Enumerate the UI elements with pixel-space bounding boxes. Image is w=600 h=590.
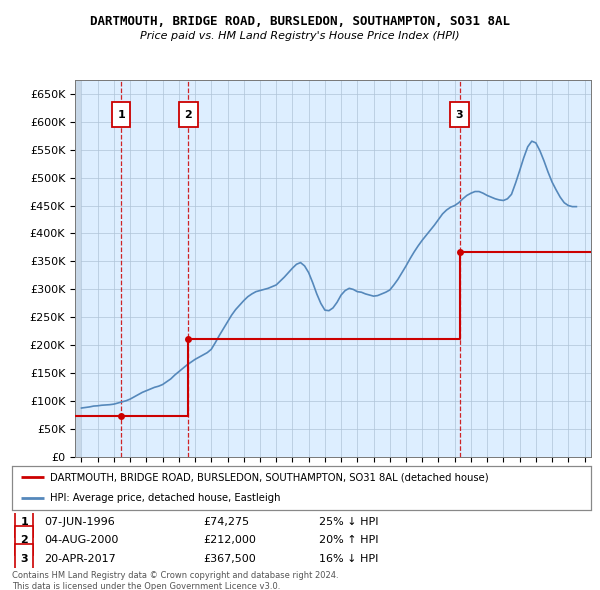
Text: 1: 1: [117, 110, 125, 120]
Text: 3: 3: [456, 110, 463, 120]
Text: Price paid vs. HM Land Registry's House Price Index (HPI): Price paid vs. HM Land Registry's House …: [140, 31, 460, 41]
Text: £74,275: £74,275: [203, 517, 249, 527]
Text: £367,500: £367,500: [203, 553, 256, 563]
Text: 2: 2: [185, 110, 192, 120]
Text: 3: 3: [20, 553, 28, 563]
FancyBboxPatch shape: [179, 102, 198, 127]
FancyBboxPatch shape: [112, 102, 130, 127]
Text: £212,000: £212,000: [203, 536, 256, 545]
Text: 20% ↑ HPI: 20% ↑ HPI: [319, 536, 379, 545]
Text: 04-AUG-2000: 04-AUG-2000: [44, 536, 118, 545]
Text: 2: 2: [20, 536, 28, 545]
Text: 16% ↓ HPI: 16% ↓ HPI: [319, 553, 378, 563]
Text: 20-APR-2017: 20-APR-2017: [44, 553, 116, 563]
Text: DARTMOUTH, BRIDGE ROAD, BURSLEDON, SOUTHAMPTON, SO31 8AL: DARTMOUTH, BRIDGE ROAD, BURSLEDON, SOUTH…: [90, 15, 510, 28]
FancyBboxPatch shape: [15, 543, 34, 573]
Text: 07-JUN-1996: 07-JUN-1996: [44, 517, 115, 527]
Text: DARTMOUTH, BRIDGE ROAD, BURSLEDON, SOUTHAMPTON, SO31 8AL (detached house): DARTMOUTH, BRIDGE ROAD, BURSLEDON, SOUTH…: [50, 472, 488, 482]
Text: HPI: Average price, detached house, Eastleigh: HPI: Average price, detached house, East…: [50, 493, 280, 503]
Text: Contains HM Land Registry data © Crown copyright and database right 2024.
This d: Contains HM Land Registry data © Crown c…: [12, 571, 338, 590]
Text: 25% ↓ HPI: 25% ↓ HPI: [319, 517, 379, 527]
Text: 1: 1: [20, 517, 28, 527]
FancyBboxPatch shape: [15, 507, 34, 537]
FancyBboxPatch shape: [450, 102, 469, 127]
FancyBboxPatch shape: [15, 526, 34, 555]
